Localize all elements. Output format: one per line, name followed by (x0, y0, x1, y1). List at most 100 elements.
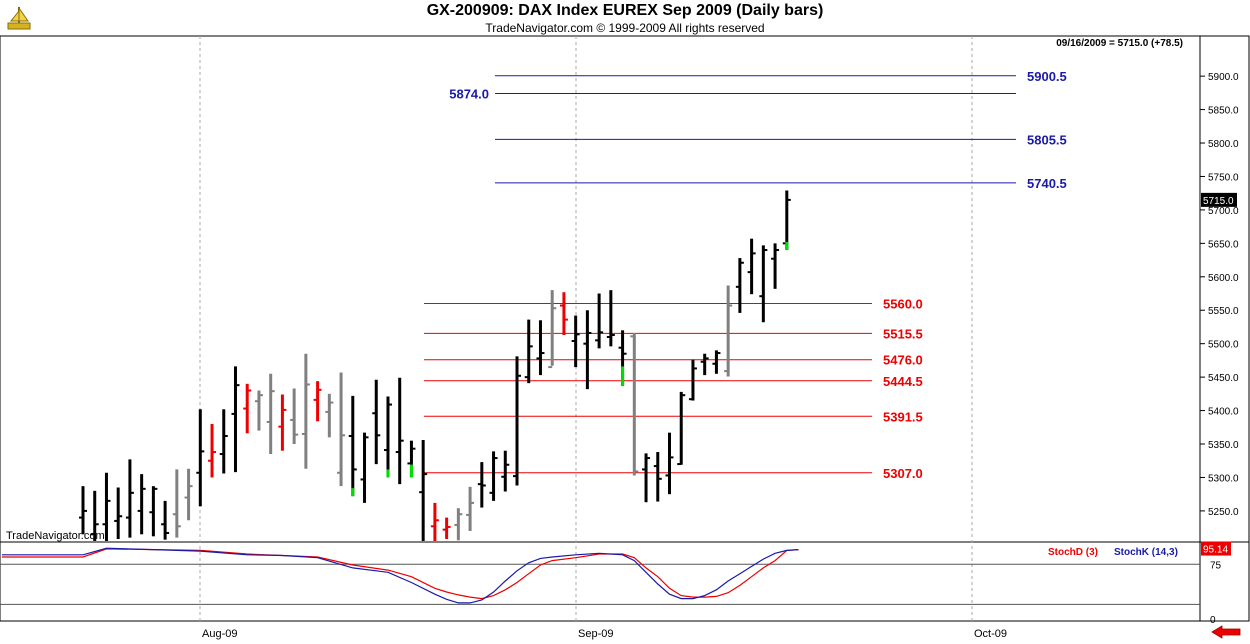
price-bar (114, 487, 123, 539)
level-label: 5307.0 (883, 466, 923, 481)
price-bar (231, 366, 240, 473)
y-tick-label: 5250.0 (1208, 507, 1239, 518)
level-label: 5900.5 (1027, 69, 1067, 84)
price-bar (630, 332, 639, 476)
price-bar (700, 353, 709, 376)
price-axis: 5250.0 5300.0 5350.0 5400.0 5450.0 5500.0 5550… (1200, 72, 1239, 518)
price-bar (301, 353, 310, 469)
price-bar (149, 486, 158, 537)
price-bar (442, 517, 451, 539)
last-price-box (1201, 192, 1237, 207)
level-label: 5391.5 (883, 409, 923, 424)
price-bar (172, 469, 181, 538)
price-bar (759, 245, 768, 323)
level-label: 5560.0 (883, 297, 923, 312)
price-bar (395, 377, 404, 485)
chart-subtitle: TradeNavigator.com © 1999-2009 All right… (485, 21, 765, 35)
y-tick-label: 5700.0 (1208, 206, 1239, 217)
price-bar (290, 388, 299, 445)
price-bar (559, 292, 568, 335)
price-bar (372, 379, 381, 465)
watermark-label: TradeNavigator.com (6, 530, 105, 542)
price-bar (208, 423, 217, 478)
price-bar (489, 451, 498, 501)
price-bar (313, 381, 322, 422)
price-bars (79, 190, 791, 541)
price-bar (583, 310, 592, 390)
price-bar (79, 486, 87, 535)
chart-border (0, 35, 1250, 622)
price-bar (712, 350, 721, 374)
ship-wheel-icon (4, 3, 34, 33)
price-bar (618, 330, 627, 386)
price-levels: 5900.5 5874.0 5805.5 5740.5 5560.0 5515.5 5476… (424, 69, 1067, 481)
price-bar (266, 373, 275, 455)
osc-series-line (2, 547, 799, 604)
price-bar (595, 293, 604, 349)
price-bar (524, 319, 533, 384)
price-bar (254, 390, 263, 431)
price-bar (430, 502, 439, 541)
price-bar (90, 490, 99, 541)
osc-series-line (2, 548, 799, 600)
price-bar (125, 459, 134, 538)
x-tick-label: Oct-09 (974, 628, 1007, 640)
price-bar (513, 356, 522, 486)
osc-y-tick-label: 75 (1210, 560, 1222, 571)
stochastic-panel: 0 75 StochD (3) StochK (14,3) 95.14 (0, 541, 1231, 626)
price-bar (665, 432, 674, 495)
price-bar (747, 238, 756, 295)
x-tick-label: Sep-09 (578, 628, 613, 640)
price-bar (337, 372, 346, 487)
osc-y-tick-label: 0 (1210, 615, 1216, 626)
price-bar (688, 359, 697, 401)
price-bar (196, 409, 205, 507)
y-tick-label: 5750.0 (1208, 172, 1239, 183)
y-tick-label: 5650.0 (1208, 239, 1239, 250)
y-tick-label: 5850.0 (1208, 106, 1239, 117)
chart-title: GX-200909: DAX Index EUREX Sep 2009 (Dai… (426, 2, 824, 19)
price-bar (102, 472, 111, 541)
time-axis: Aug-09 Sep-09 Oct-09 (202, 628, 1007, 640)
y-tick-label: 5500.0 (1208, 340, 1239, 351)
price-bar (735, 258, 744, 313)
price-bar (782, 190, 791, 251)
last-price-label: 5715.0 (1203, 196, 1234, 207)
y-tick-label: 5400.0 (1208, 407, 1239, 418)
price-bar (161, 500, 170, 540)
price-bar (536, 320, 545, 376)
price-bar (724, 285, 733, 377)
level-label: 5805.5 (1027, 132, 1067, 147)
price-bar (653, 452, 662, 502)
last-info-label: 09/16/2009 = 5715.0 (+78.5) (1056, 38, 1183, 49)
price-bar (243, 383, 252, 434)
price-bar (771, 243, 780, 289)
price-bar (466, 486, 475, 531)
x-tick-label: Aug-09 (202, 628, 237, 640)
y-tick-label: 5550.0 (1208, 306, 1239, 317)
price-bar (477, 462, 486, 508)
price-bar (383, 396, 392, 478)
osc-last-value-box (1201, 541, 1231, 556)
price-bar (501, 450, 510, 492)
price-bar (137, 474, 146, 535)
level-label: 5476.0 (883, 353, 923, 368)
osc-legend-stochd: StochD (3) (1048, 547, 1098, 558)
price-bar (677, 391, 686, 466)
scroll-left-arrow-icon[interactable] (1210, 625, 1242, 639)
y-tick-label: 5600.0 (1208, 273, 1239, 284)
price-bar (548, 290, 557, 369)
price-bar (348, 395, 357, 497)
level-label: 5515.5 (883, 326, 923, 341)
price-bar (642, 453, 651, 503)
price-bar (606, 290, 615, 347)
price-bar (454, 508, 463, 541)
level-label: 5740.5 (1027, 176, 1067, 191)
level-label: 5874.0 (449, 87, 489, 102)
y-tick-label: 5300.0 (1208, 473, 1239, 484)
osc-legend-stochk: StochK (14,3) (1114, 547, 1178, 558)
level-label: 5444.5 (883, 374, 923, 389)
y-tick-label: 5450.0 (1208, 373, 1239, 384)
price-bar (571, 315, 580, 368)
